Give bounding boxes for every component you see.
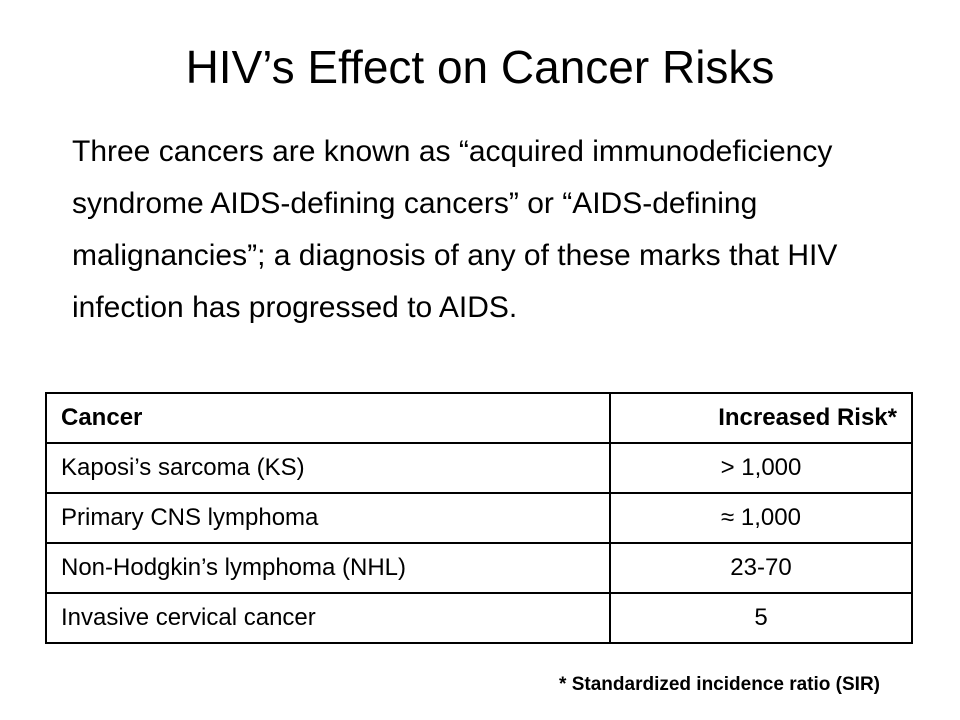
- slide-title: HIV’s Effect on Cancer Risks: [185, 41, 775, 93]
- cell-cancer: Non-Hodgkin’s lymphoma (NHL): [45, 542, 611, 594]
- table-header-row: Cancer Increased Risk*: [45, 392, 913, 444]
- table-row: Non-Hodgkin’s lymphoma (NHL) 23-70: [45, 542, 913, 594]
- slide-body-text: Three cancers are known as “acquired imm…: [72, 135, 838, 324]
- footnote: * Standardized incidence ratio (SIR): [559, 674, 880, 695]
- cell-risk: > 1,000: [609, 442, 913, 494]
- table-row: Invasive cervical cancer 5: [45, 592, 913, 644]
- cell-risk: 5: [609, 592, 913, 644]
- cancer-risk-table: Cancer Increased Risk* Kaposi’s sarcoma …: [45, 392, 913, 644]
- header-increased-risk: Increased Risk*: [609, 392, 913, 444]
- table-row: Primary CNS lymphoma ≈ 1,000: [45, 492, 913, 544]
- cell-cancer: Kaposi’s sarcoma (KS): [45, 442, 611, 494]
- cell-risk: 23-70: [609, 542, 913, 594]
- cell-cancer: Invasive cervical cancer: [45, 592, 611, 644]
- cell-cancer: Primary CNS lymphoma: [45, 492, 611, 544]
- header-cancer: Cancer: [45, 392, 611, 444]
- cell-risk: ≈ 1,000: [609, 492, 913, 544]
- table-row: Kaposi’s sarcoma (KS) > 1,000: [45, 442, 913, 494]
